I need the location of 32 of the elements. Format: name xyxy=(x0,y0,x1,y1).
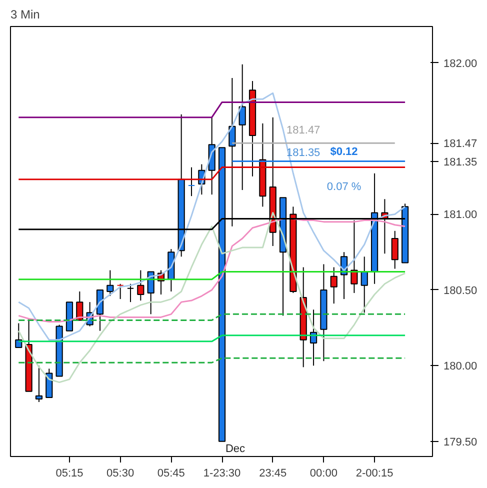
candlestick xyxy=(137,270,144,302)
annotation: Dec xyxy=(225,442,246,455)
candlestick xyxy=(188,166,196,197)
x-tick-label: 1-23:30 xyxy=(203,468,241,480)
y-tick-label: 181.35 xyxy=(444,156,478,168)
y-tick-label: 180.50 xyxy=(444,284,478,297)
y-tick-label: 181.00 xyxy=(444,209,478,222)
annotation: 181.35 xyxy=(286,147,320,160)
x-tick-label: 2-00:15 xyxy=(356,468,394,480)
candlestick xyxy=(126,283,134,303)
line-series xyxy=(18,92,406,341)
x-tick-label: 05:15 xyxy=(56,468,84,480)
candlestick xyxy=(391,230,398,270)
annotation: $0.12 xyxy=(330,146,358,158)
x-tick-label: 05:45 xyxy=(157,468,185,480)
x-tick-label: 05:30 xyxy=(106,468,134,480)
candlestick xyxy=(15,322,22,348)
candlestick xyxy=(116,283,124,300)
candlestick xyxy=(35,365,43,402)
annotation: 0.07 % xyxy=(326,180,362,193)
chart-title: 3 Min xyxy=(10,8,40,22)
y-tick-label: 182.00 xyxy=(444,58,478,70)
y-tick-label: 181.47 xyxy=(444,138,478,150)
y-tick-label: 179.50 xyxy=(444,436,478,448)
candlestick xyxy=(360,256,368,314)
x-tick-label: 00:00 xyxy=(310,468,338,480)
candlestick xyxy=(106,270,114,297)
line-series xyxy=(18,212,406,384)
candlestick xyxy=(330,266,338,304)
x-tick-label: 23:45 xyxy=(259,468,287,480)
y-tick-label: 180.00 xyxy=(444,360,478,373)
annotation: 181.47 xyxy=(286,124,320,136)
